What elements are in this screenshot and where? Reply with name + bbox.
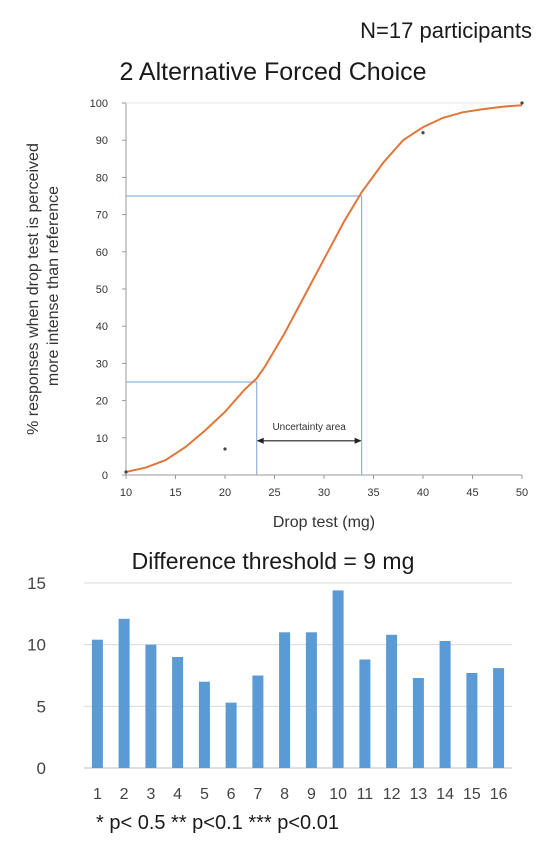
- psychometric-curve: [125, 104, 523, 473]
- psy-y-tick-label: 20: [96, 396, 108, 408]
- bar-x-tick-label: 16: [490, 786, 508, 803]
- psy-guide-lines: [126, 195, 363, 475]
- bar-x-tick-label: 7: [253, 786, 262, 803]
- psychometric-curve-chart: Uncertainty area 0 10 20 30 40 50 60 70 80 90 100 1…: [25, 98, 528, 531]
- bar-marks: [91, 590, 505, 768]
- bar-x-tick-label: 3: [146, 786, 155, 803]
- arrow-left-icon: [256, 437, 264, 444]
- bar-x-tick-label: 14: [436, 786, 454, 803]
- bar: [439, 641, 451, 768]
- psy-y-axis-label-line1: % responses when drop test is perceived: [25, 143, 42, 435]
- psy-y-tick-label: 10: [96, 433, 108, 445]
- bar-x-tick-label: 12: [383, 786, 401, 803]
- psy-y-tick-label: 70: [96, 210, 108, 222]
- bar: [198, 681, 210, 768]
- psy-y-tick-label: 80: [96, 172, 108, 184]
- bar-x-tick-label: 2: [120, 786, 129, 803]
- significance-footnote: * p< 0.5 ** p<0.1 *** p<0.01: [96, 812, 339, 834]
- bar-y-tick-label: 0: [37, 759, 46, 778]
- bar: [118, 618, 130, 768]
- difference-threshold-label: Difference threshold = 9 mg: [131, 548, 415, 574]
- psy-x-tick-label: 25: [268, 487, 280, 499]
- bar: [252, 675, 264, 768]
- psy-y-tick-label: 90: [96, 135, 108, 147]
- bar-gridlines: [84, 582, 512, 769]
- psy-x-axis-label: Drop test (mg): [273, 514, 375, 531]
- psy-axes: [125, 102, 522, 476]
- psy-y-tick-label: 30: [96, 358, 108, 370]
- psy-data-points: [124, 101, 524, 474]
- psy-y-tick-label: 0: [102, 470, 108, 482]
- psy-x-tick-label: 40: [417, 487, 429, 499]
- psy-data-point: [421, 131, 425, 135]
- psy-x-tick-label: 10: [120, 487, 132, 499]
- bar: [279, 632, 291, 768]
- psy-x-tick-label: 20: [219, 487, 231, 499]
- psy-guide-line: [126, 381, 258, 475]
- bar: [172, 657, 184, 768]
- uncertainty-area-label: Uncertainty area: [272, 422, 346, 433]
- bar-y-tick-label: 10: [27, 636, 46, 655]
- bar: [493, 668, 505, 768]
- psy-y-tick-label: 60: [96, 247, 108, 259]
- psy-x-tick-label: 30: [318, 487, 330, 499]
- psy-y-tick-label: 40: [96, 321, 108, 333]
- psy-y-tick-label: 100: [90, 98, 108, 110]
- psy-data-point: [520, 101, 524, 105]
- bar-x-tick-label: 13: [410, 786, 428, 803]
- bar-x-tick-label: 5: [200, 786, 209, 803]
- bar-x-tick-label: 4: [173, 786, 182, 803]
- bar-x-tick-label: 15: [463, 786, 481, 803]
- bar: [91, 639, 103, 768]
- bar: [359, 659, 371, 768]
- psy-x-tick-label: 45: [466, 487, 478, 499]
- bar: [305, 632, 317, 768]
- psychometric-chart-title: 2 Alternative Forced Choice: [119, 58, 427, 86]
- bar-x-tick-label: 10: [329, 786, 347, 803]
- bar-y-tick-label: 15: [27, 574, 46, 593]
- psy-data-point: [223, 447, 227, 451]
- bar: [145, 644, 157, 768]
- psy-y-axis-label-line2: more intense than reference: [45, 186, 62, 386]
- bar: [386, 634, 398, 768]
- bar-x-tick-label: 8: [280, 786, 289, 803]
- uncertainty-annotation: Uncertainty area: [256, 422, 362, 444]
- bar-x-tick-label: 11: [357, 786, 374, 803]
- psy-x-tick-label: 15: [169, 487, 181, 499]
- bar-x-tick-label: 6: [227, 786, 236, 803]
- bar: [412, 678, 424, 768]
- bar: [466, 673, 478, 768]
- bar: [225, 702, 237, 768]
- psy-x-tick-label: 50: [516, 487, 528, 499]
- participants-count: N=17 participants: [360, 18, 532, 43]
- bar-x-tick-label: 9: [307, 786, 316, 803]
- bar-x-tick-label: 1: [93, 786, 102, 803]
- psy-x-tick-label: 35: [367, 487, 379, 499]
- psy-guide-line: [126, 195, 363, 475]
- psy-y-tick-label: 50: [96, 284, 108, 296]
- psy-data-point: [124, 470, 128, 474]
- arrow-right-icon: [354, 437, 362, 444]
- psy-tick-labels: 0 10 20 30 40 50 60 70 80 90 100 10 15 20 25 30 35 40 45 50: [90, 98, 528, 499]
- bar: [332, 590, 344, 768]
- bar-y-tick-label: 5: [37, 697, 46, 716]
